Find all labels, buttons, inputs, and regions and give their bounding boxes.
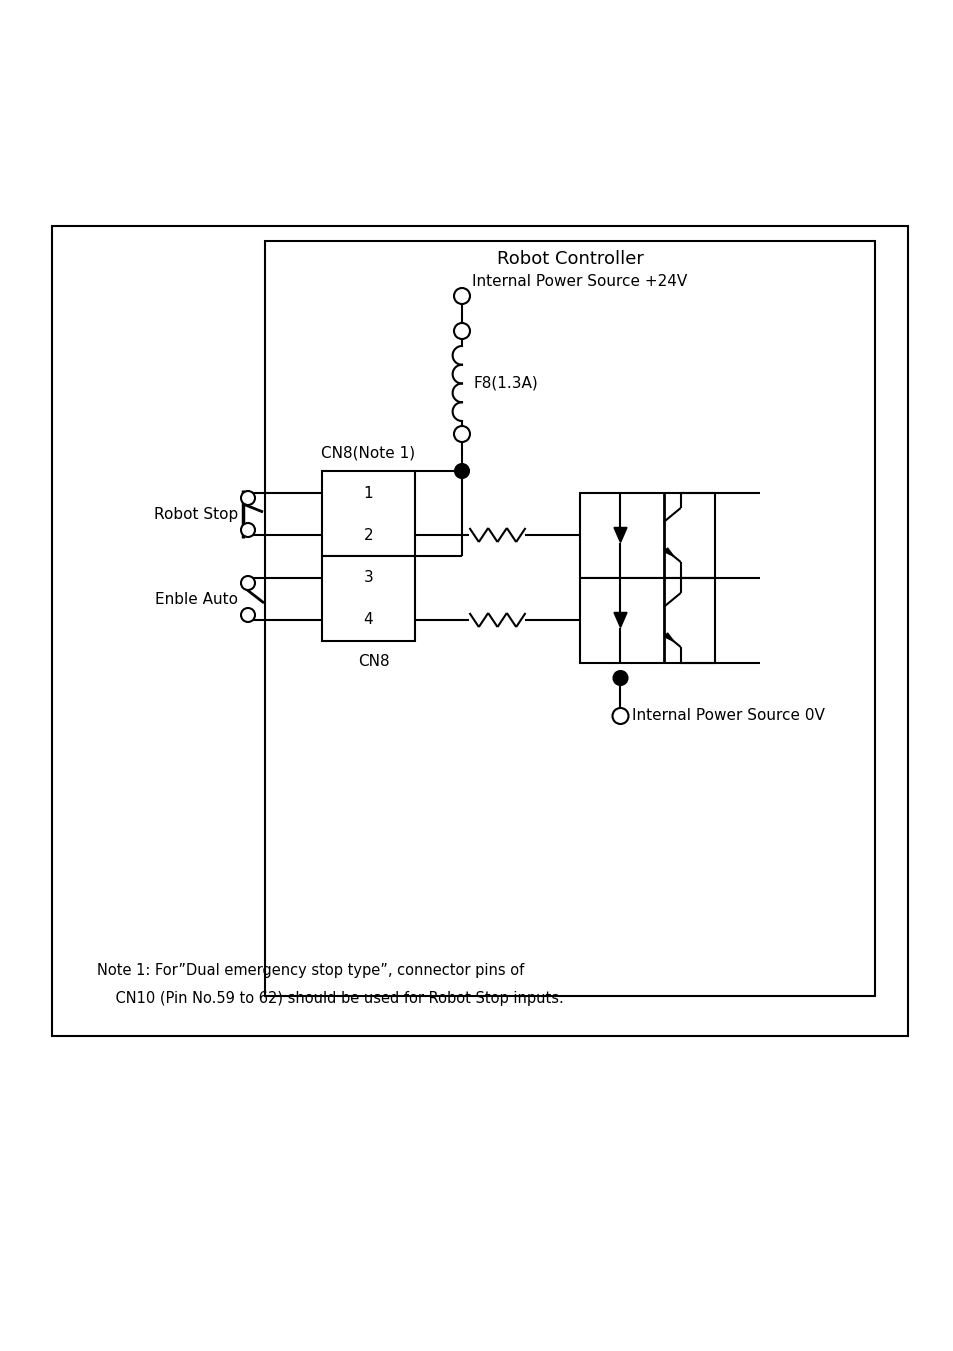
Bar [52, 226, 907, 1036]
Text: Internal Power Source +24V: Internal Power Source +24V [472, 274, 686, 289]
Text: 1: 1 [363, 485, 373, 500]
Text: Note 1: For”Dual emergency stop type”, connector pins of: Note 1: For”Dual emergency stop type”, c… [97, 963, 524, 978]
Text: CN10 (Pin No.59 to 62) should be used for Robot Stop inputs.: CN10 (Pin No.59 to 62) should be used fo… [97, 992, 563, 1006]
Circle shape [454, 323, 470, 339]
Text: Internal Power Source 0V: Internal Power Source 0V [632, 708, 824, 724]
Circle shape [613, 671, 627, 685]
Circle shape [241, 523, 254, 536]
Text: CN8: CN8 [357, 654, 389, 669]
Polygon shape [663, 549, 673, 557]
Text: 2: 2 [363, 527, 373, 543]
Circle shape [454, 288, 470, 304]
Circle shape [241, 490, 254, 505]
Circle shape [241, 608, 254, 621]
Text: F8(1.3A): F8(1.3A) [474, 376, 538, 390]
Polygon shape [663, 634, 673, 642]
Text: Robot Controller: Robot Controller [497, 250, 642, 267]
Text: 4: 4 [363, 612, 373, 627]
Polygon shape [614, 612, 626, 627]
Bar [322, 471, 415, 557]
Text: CN8(Note 1): CN8(Note 1) [321, 446, 416, 461]
Bar [265, 240, 874, 996]
Polygon shape [614, 527, 626, 543]
Circle shape [241, 576, 254, 590]
Bar [579, 493, 714, 577]
Circle shape [612, 708, 628, 724]
Circle shape [454, 426, 470, 442]
Bar [322, 557, 415, 640]
Bar [579, 577, 714, 662]
Text: 3: 3 [363, 570, 373, 585]
Text: Robot Stop: Robot Stop [153, 507, 237, 521]
Text: Enble Auto: Enble Auto [154, 592, 237, 607]
Circle shape [455, 463, 469, 478]
